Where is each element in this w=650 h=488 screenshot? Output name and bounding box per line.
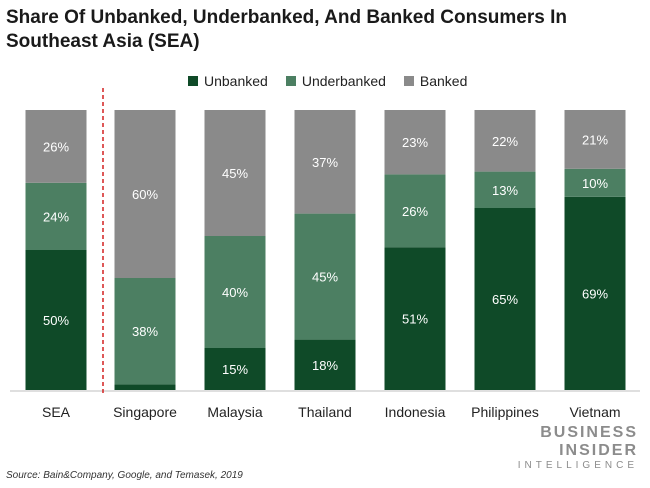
brand-logo: BUSINESS INSIDER INTELLIGENCE xyxy=(518,424,638,472)
category-label-philippines: Philippines xyxy=(471,404,539,420)
legend-item-underbanked: Underbanked xyxy=(285,73,386,89)
legend-item-banked: Banked xyxy=(403,73,468,89)
bar-segment-banked-philippines xyxy=(474,110,536,172)
bar-segment-unbanked-thailand xyxy=(294,339,356,390)
data-label-unbanked-indonesia: 51% xyxy=(402,312,428,327)
bar-segment-unbanked-malaysia xyxy=(204,348,266,390)
data-label-underbanked-thailand: 45% xyxy=(312,270,338,285)
bar-segment-unbanked-sea xyxy=(25,250,87,390)
data-label-unbanked-sea: 50% xyxy=(43,313,69,328)
legend-label-underbanked: Underbanked xyxy=(301,73,386,89)
bar-segment-underbanked-philippines xyxy=(474,171,536,208)
category-label-sea: SEA xyxy=(42,404,71,420)
source-note: Source: Bain&Company, Google, and Temase… xyxy=(6,470,243,481)
bar-segment-banked-thailand xyxy=(294,110,356,214)
legend-label-banked: Banked xyxy=(419,73,468,89)
data-label-unbanked-malaysia: 15% xyxy=(222,362,248,377)
category-label-malaysia: Malaysia xyxy=(207,404,262,420)
category-label-vietnam: Vietnam xyxy=(569,404,620,420)
bar-segment-banked-malaysia xyxy=(204,110,266,236)
data-label-banked-singapore: 60% xyxy=(132,187,158,202)
data-label-underbanked-indonesia: 26% xyxy=(402,204,428,219)
category-label-singapore: Singapore xyxy=(113,404,177,420)
bar-segment-banked-indonesia xyxy=(384,110,446,175)
data-label-banked-vietnam: 21% xyxy=(582,132,608,147)
bar-segment-unbanked-singapore xyxy=(114,384,176,390)
brand-line-insider: INSIDER xyxy=(559,442,638,459)
data-label-underbanked-singapore: 38% xyxy=(132,324,158,339)
data-label-unbanked-vietnam: 69% xyxy=(582,286,608,301)
bar-segment-unbanked-indonesia xyxy=(384,247,446,390)
data-label-underbanked-philippines: 13% xyxy=(492,183,518,198)
brand-line-business: BUSINESS xyxy=(540,424,638,441)
bar-segment-underbanked-singapore xyxy=(114,278,176,385)
legend-label-unbanked: Unbanked xyxy=(204,73,268,89)
data-label-unbanked-philippines: 65% xyxy=(492,292,518,307)
legend-swatch-underbanked xyxy=(285,76,296,86)
chart-title: Share Of Unbanked, Underbanked, And Bank… xyxy=(6,7,567,52)
data-label-banked-thailand: 37% xyxy=(312,155,338,170)
bar-segment-banked-vietnam xyxy=(564,110,626,169)
category-label-indonesia: Indonesia xyxy=(385,404,446,420)
data-label-underbanked-sea: 24% xyxy=(43,209,69,224)
bar-segment-unbanked-vietnam xyxy=(564,196,626,390)
bar-segment-underbanked-thailand xyxy=(294,213,356,340)
chart-legend: Unbanked Underbanked Banked xyxy=(188,73,485,89)
category-label-thailand: Thailand xyxy=(298,404,352,420)
bar-segment-underbanked-sea xyxy=(25,182,87,250)
bar-segment-unbanked-philippines xyxy=(474,208,536,390)
data-label-banked-sea: 26% xyxy=(43,139,69,154)
brand-line-intelligence: INTELLIGENCE xyxy=(517,460,638,471)
legend-item-unbanked: Unbanked xyxy=(188,73,268,89)
legend-swatch-banked xyxy=(403,76,414,86)
bar-segment-underbanked-malaysia xyxy=(204,236,266,348)
data-label-banked-malaysia: 45% xyxy=(222,166,248,181)
data-label-banked-indonesia: 23% xyxy=(402,135,428,150)
bar-segment-underbanked-indonesia xyxy=(384,174,446,248)
data-label-unbanked-thailand: 18% xyxy=(312,358,338,373)
data-label-underbanked-malaysia: 40% xyxy=(222,285,248,300)
bar-segment-banked-singapore xyxy=(114,110,176,278)
bar-segment-banked-sea xyxy=(25,110,87,183)
data-label-banked-philippines: 22% xyxy=(492,134,518,149)
legend-swatch-unbanked xyxy=(188,76,198,86)
bar-segment-underbanked-vietnam xyxy=(564,168,626,197)
data-label-underbanked-vietnam: 10% xyxy=(582,176,608,191)
